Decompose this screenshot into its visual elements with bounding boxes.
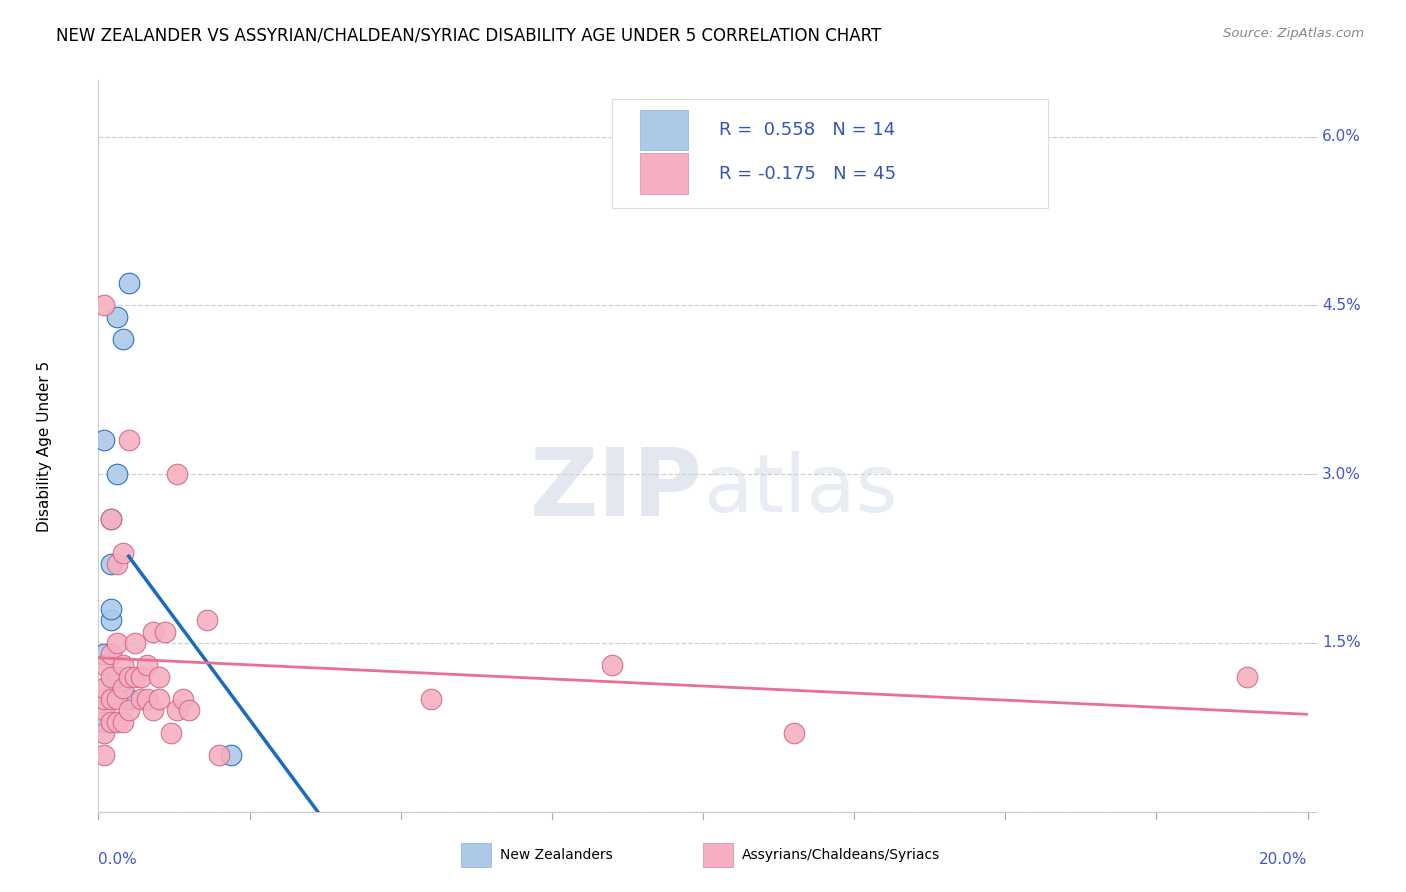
Point bbox=[129, 692, 152, 706]
Point bbox=[195, 614, 218, 628]
Point bbox=[160, 726, 183, 740]
Text: ZIP: ZIP bbox=[530, 444, 703, 536]
Text: 20.0%: 20.0% bbox=[1260, 852, 1308, 867]
Text: Assyrians/Chaldeans/Syriacs: Assyrians/Chaldeans/Syriacs bbox=[742, 848, 941, 862]
Point bbox=[100, 557, 122, 571]
Point bbox=[111, 714, 134, 729]
Point bbox=[105, 557, 128, 571]
Point bbox=[100, 614, 122, 628]
Point bbox=[105, 636, 128, 650]
Point bbox=[148, 670, 170, 684]
Point bbox=[100, 647, 122, 661]
Point bbox=[782, 726, 804, 740]
Point bbox=[93, 681, 115, 695]
Text: NEW ZEALANDER VS ASSYRIAN/CHALDEAN/SYRIAC DISABILITY AGE UNDER 5 CORRELATION CHA: NEW ZEALANDER VS ASSYRIAN/CHALDEAN/SYRIA… bbox=[56, 27, 882, 45]
FancyBboxPatch shape bbox=[640, 110, 689, 150]
Text: 6.0%: 6.0% bbox=[1322, 129, 1361, 144]
Point bbox=[100, 692, 122, 706]
Point bbox=[100, 670, 122, 684]
Point bbox=[100, 512, 122, 526]
Point bbox=[111, 546, 134, 560]
Point bbox=[135, 692, 157, 706]
Text: R =  0.558   N = 14: R = 0.558 N = 14 bbox=[718, 120, 896, 138]
Point bbox=[118, 276, 141, 290]
Point bbox=[177, 703, 201, 717]
Point bbox=[118, 692, 141, 706]
Text: New Zealanders: New Zealanders bbox=[501, 848, 613, 862]
Point bbox=[129, 670, 152, 684]
Point bbox=[135, 658, 157, 673]
Point bbox=[166, 467, 188, 482]
Point bbox=[208, 748, 231, 763]
Point bbox=[148, 692, 170, 706]
FancyBboxPatch shape bbox=[703, 843, 734, 867]
Point bbox=[93, 703, 115, 717]
FancyBboxPatch shape bbox=[640, 153, 689, 194]
Point bbox=[142, 703, 165, 717]
Text: 3.0%: 3.0% bbox=[1322, 467, 1361, 482]
Point bbox=[105, 692, 128, 706]
Point bbox=[93, 714, 115, 729]
Point bbox=[124, 670, 146, 684]
Point bbox=[93, 658, 115, 673]
Text: atlas: atlas bbox=[703, 450, 897, 529]
Point bbox=[93, 298, 115, 312]
Point bbox=[105, 310, 128, 324]
Point bbox=[100, 512, 122, 526]
Point bbox=[111, 332, 134, 346]
Point bbox=[602, 658, 624, 673]
Point bbox=[93, 692, 115, 706]
Point bbox=[93, 726, 115, 740]
FancyBboxPatch shape bbox=[461, 843, 492, 867]
Point bbox=[105, 467, 128, 482]
Text: Source: ZipAtlas.com: Source: ZipAtlas.com bbox=[1223, 27, 1364, 40]
Point bbox=[105, 714, 128, 729]
Point bbox=[118, 703, 141, 717]
Point bbox=[118, 670, 141, 684]
Point bbox=[1236, 670, 1258, 684]
Point bbox=[93, 647, 115, 661]
Point bbox=[111, 681, 134, 695]
Text: 1.5%: 1.5% bbox=[1322, 635, 1361, 650]
Text: Disability Age Under 5: Disability Age Under 5 bbox=[37, 360, 52, 532]
Text: 0.0%: 0.0% bbox=[98, 852, 138, 867]
Point bbox=[124, 636, 146, 650]
Point bbox=[221, 748, 243, 763]
Point bbox=[93, 748, 115, 763]
Point bbox=[166, 703, 188, 717]
Point bbox=[111, 658, 134, 673]
Point bbox=[118, 434, 141, 448]
Point bbox=[153, 624, 176, 639]
Point bbox=[93, 434, 115, 448]
Point bbox=[172, 692, 194, 706]
Point bbox=[142, 624, 165, 639]
FancyBboxPatch shape bbox=[612, 99, 1047, 209]
Point bbox=[100, 714, 122, 729]
Point bbox=[105, 670, 128, 684]
Text: 4.5%: 4.5% bbox=[1322, 298, 1361, 313]
Point bbox=[419, 692, 441, 706]
Point bbox=[100, 602, 122, 616]
Text: R = -0.175   N = 45: R = -0.175 N = 45 bbox=[718, 164, 896, 183]
